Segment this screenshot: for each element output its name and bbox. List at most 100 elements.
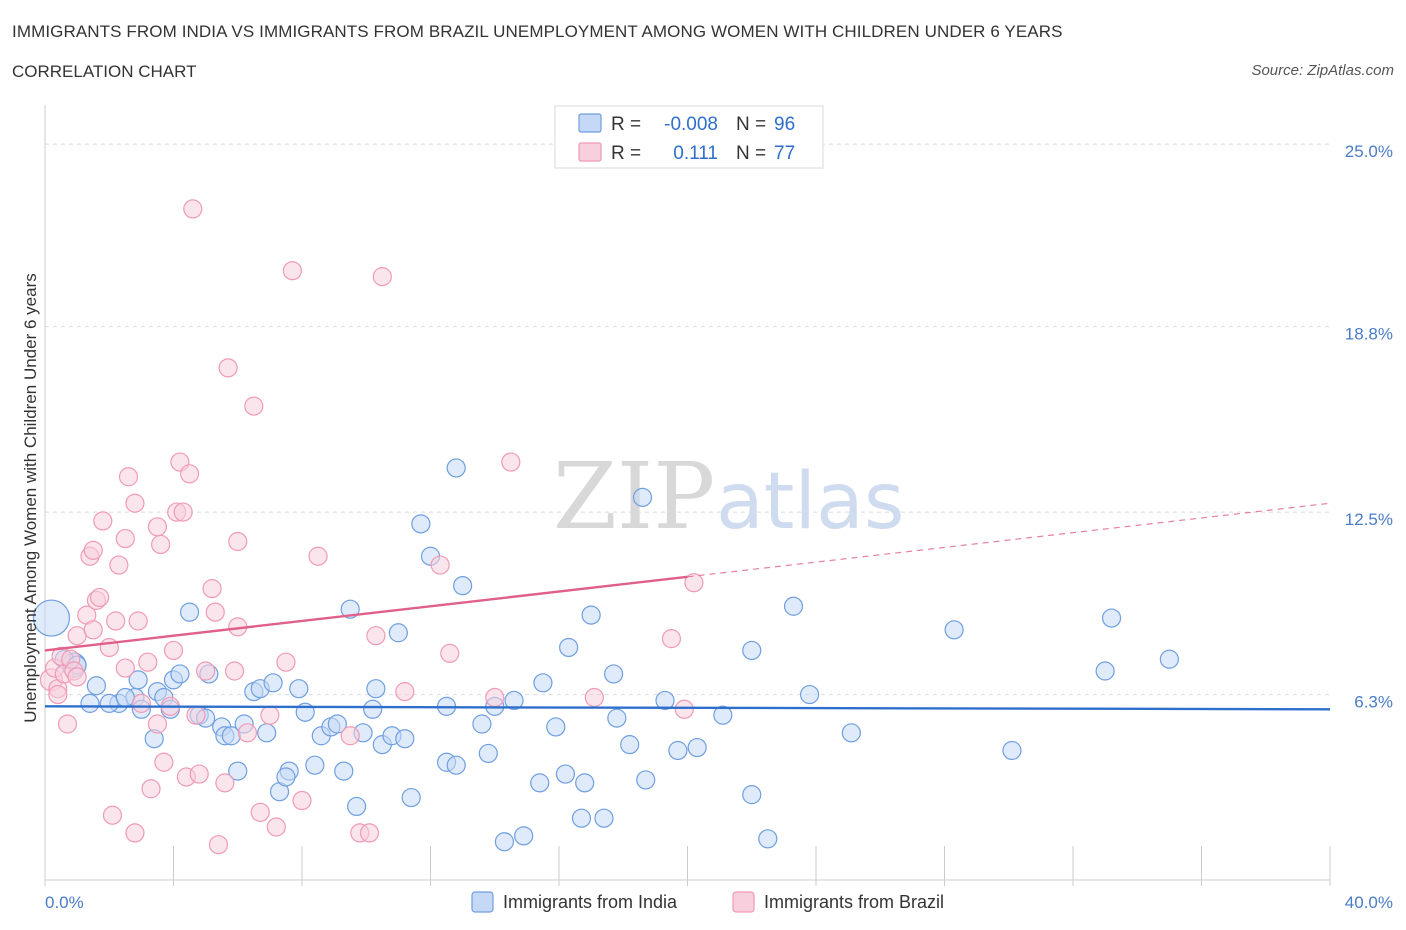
legend-n-value-india: 96 — [774, 114, 795, 135]
brazil-point-69 — [430, 555, 450, 575]
chart-title: IMMIGRANTS FROM INDIA VS IMMIGRANTS FROM… — [12, 22, 1063, 41]
brazil-point-16 — [90, 587, 110, 608]
chart-subtitle: CORRELATION CHART — [12, 62, 197, 81]
legend-n-value-brazil: 77 — [774, 143, 795, 164]
india-point-62 — [504, 690, 524, 711]
brazil-point-41 — [179, 464, 200, 484]
brazil-point-27 — [128, 611, 148, 631]
brazil-point-33 — [151, 534, 171, 555]
y-axis-label: Unemployment Among Women with Children U… — [21, 273, 40, 722]
india-point-0 — [32, 599, 71, 637]
y-tick-label-2: 18.8% — [1345, 325, 1393, 344]
brazil-point-55 — [244, 396, 264, 416]
india-point-5 — [80, 693, 100, 713]
brazil-point-50 — [218, 358, 238, 378]
india-point-73 — [607, 708, 627, 728]
brazil-point-32 — [147, 714, 168, 734]
legend-bottom-swatch-brazil — [732, 891, 755, 913]
india-point-10 — [128, 670, 148, 690]
india-point-91 — [1101, 608, 1122, 628]
brazil-point-51 — [224, 661, 245, 681]
brazil-point-44 — [189, 764, 209, 784]
india-point-83 — [742, 640, 762, 661]
brazil-point-19 — [102, 805, 123, 825]
brazil-point-67 — [372, 267, 392, 287]
trendline-brazil — [44, 575, 688, 652]
india-point-49 — [395, 729, 415, 749]
legend-r-label-india: R = — [611, 114, 641, 135]
brazil-point-45 — [196, 661, 216, 681]
brazil-point-20 — [106, 611, 126, 631]
watermark-atlas: atlas — [716, 457, 905, 547]
brazil-point-66 — [366, 626, 386, 646]
india-point-71 — [581, 605, 601, 625]
brazil-point-14 — [83, 620, 103, 640]
india-point-76 — [632, 487, 653, 507]
india-point-57 — [453, 576, 473, 596]
india-point-82 — [742, 785, 762, 805]
trendline-india — [44, 705, 1331, 711]
y-tick-label-3: 25.0% — [1345, 142, 1393, 161]
india-point-88 — [944, 620, 964, 640]
brazil-point-17 — [93, 511, 113, 531]
brazil-point-4 — [48, 684, 68, 705]
brazil-point-56 — [250, 802, 270, 822]
legend-stats: R = -0.008 N = 96 R = 0.111 N = 77 — [554, 105, 824, 169]
india-point-58 — [472, 714, 492, 734]
india-point-17 — [170, 664, 190, 684]
india-point-63 — [514, 826, 534, 846]
brazil-point-74 — [661, 629, 682, 649]
legend-r-value-brazil: 0.111 — [673, 143, 718, 164]
brazil-point-26 — [125, 823, 145, 843]
brazil-point-63 — [340, 726, 360, 746]
india-point-56 — [446, 458, 466, 478]
india-point-67 — [555, 764, 576, 784]
legend-n-label-india: N = — [736, 114, 766, 135]
brazil-point-6 — [57, 714, 78, 734]
india-point-18 — [179, 602, 200, 622]
brazil-point-42 — [183, 199, 203, 219]
brazil-point-28 — [131, 693, 151, 713]
india-point-55 — [446, 755, 466, 775]
india-point-84 — [758, 829, 778, 849]
legend-series: Immigrants from India Immigrants from Br… — [471, 891, 944, 913]
legend-r-value-india: -0.008 — [664, 114, 718, 135]
brazil-point-23 — [115, 528, 135, 549]
india-point-80 — [687, 737, 707, 758]
brazil-point-54 — [237, 723, 257, 743]
india-point-86 — [799, 684, 820, 705]
brazil-point-46 — [202, 579, 222, 599]
india-point-70 — [575, 773, 595, 793]
india-point-9 — [115, 687, 135, 708]
brazil-point-13 — [83, 540, 103, 560]
brazil-point-48 — [208, 835, 229, 855]
brazil-point-39 — [173, 502, 193, 522]
india-point-61 — [494, 832, 514, 852]
trendline-brazil-extension — [687, 502, 1331, 578]
brazil-point-75 — [674, 699, 694, 719]
brazil-point-29 — [138, 652, 158, 672]
legend-bottom-label-brazil: Immigrants from Brazil — [764, 892, 944, 912]
brazil-point-36 — [163, 640, 184, 661]
legend-swatch-india — [578, 113, 602, 133]
india-point-59 — [478, 743, 498, 764]
india-point-25 — [228, 761, 248, 781]
brazil-point-22 — [115, 658, 135, 678]
brazil-series — [39, 199, 704, 855]
india-point-34 — [289, 679, 309, 699]
y-tick-label-0: 6.3% — [1354, 693, 1393, 712]
brazil-point-61 — [292, 790, 312, 811]
india-point-42 — [347, 796, 367, 817]
india-point-48 — [388, 623, 408, 643]
india-point-30 — [263, 673, 283, 693]
brazil-point-10 — [67, 626, 87, 646]
india-point-45 — [366, 679, 386, 699]
legend-swatch-brazil — [578, 142, 602, 162]
india-point-36 — [305, 755, 325, 775]
india-point-79 — [668, 740, 688, 761]
india-point-78 — [655, 690, 675, 711]
india-point-33 — [276, 767, 296, 787]
brazil-point-59 — [276, 652, 296, 672]
brazil-point-21 — [109, 555, 129, 575]
india-point-50 — [401, 787, 421, 808]
